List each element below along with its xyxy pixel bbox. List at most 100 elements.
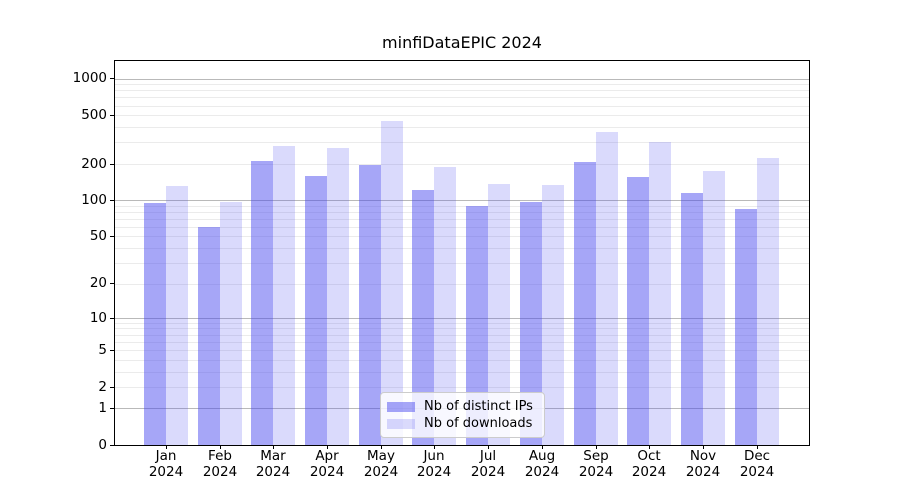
gridline-minor [115, 322, 809, 324]
gridline-minor [115, 334, 809, 336]
y-tick-label: 500 [81, 107, 107, 123]
x-tick-label: Jul 2024 [470, 448, 506, 480]
legend-entry-downloads: Nb of downloads [387, 416, 536, 432]
gridline-major [115, 200, 809, 202]
y-tick [110, 445, 114, 446]
x-tick [542, 445, 543, 449]
gridline-minor [115, 115, 809, 117]
gridline-minor [115, 226, 809, 228]
gridline-minor [115, 349, 809, 351]
gridline-minor [115, 205, 809, 207]
x-tick [488, 445, 489, 449]
y-tick-label: 1000 [72, 70, 107, 86]
bar-downloads-4 [327, 148, 349, 445]
gridline-minor [115, 386, 809, 388]
gridline-minor [115, 341, 809, 343]
y-tick-label: 200 [81, 156, 107, 172]
bar-downloads-7 [488, 184, 511, 445]
y-tick [110, 318, 114, 319]
y-tick [110, 387, 114, 388]
plot-area [114, 60, 810, 446]
bar-downloads-12 [756, 158, 779, 445]
gridline-minor [115, 127, 809, 128]
bar-ips-5 [358, 164, 381, 445]
x-tick [434, 445, 435, 449]
gridline-minor [115, 97, 809, 99]
y-tick-label: 0 [98, 437, 107, 453]
bar-ips-7 [466, 205, 489, 445]
gridline-minor [115, 283, 809, 285]
x-tick-label: May 2024 [363, 448, 399, 480]
x-tick-label: Sep 2024 [578, 448, 614, 480]
x-tick-label: Nov 2024 [685, 448, 721, 480]
gridline-minor [115, 105, 809, 107]
bar-downloads-10 [649, 142, 672, 445]
bar-downloads-11 [703, 170, 726, 445]
bar-downloads-3 [273, 145, 296, 445]
y-tick-label: 5 [98, 342, 107, 358]
bar-ips-4 [305, 176, 327, 445]
legend-label-downloads: Nb of downloads [424, 415, 533, 431]
x-tick-label: Jun 2024 [416, 448, 452, 480]
bar-ips-8 [519, 201, 542, 445]
x-tick [596, 445, 597, 449]
x-tick [757, 445, 758, 449]
bar-downloads-5 [380, 121, 403, 445]
y-tick-label: 100 [81, 192, 107, 208]
bar-downloads-8 [541, 185, 564, 445]
gridline-minor [115, 248, 809, 249]
x-tick-label: Oct 2024 [631, 448, 667, 480]
gridline-minor [115, 84, 809, 85]
legend-label-distinct-ips: Nb of distinct IPs [424, 398, 533, 414]
legend-swatch-downloads-icon [387, 418, 415, 429]
legend-swatch-distinct-ips-icon [387, 401, 415, 412]
bar-ips-9 [573, 161, 596, 445]
y-tick [110, 115, 114, 116]
gridline-minor [115, 262, 809, 264]
gridline-minor [115, 328, 809, 330]
gridline-minor [115, 142, 809, 144]
y-tick [110, 350, 114, 351]
y-tick-label: 1 [98, 400, 107, 416]
y-tick [110, 164, 114, 165]
legend: Nb of distinct IPs Nb of downloads [380, 392, 545, 438]
gridline-major [115, 78, 809, 80]
gridline-minor [115, 218, 809, 220]
chart-title: minfiDataEPIC 2024 [382, 33, 542, 52]
bar-downloads-1 [165, 185, 188, 445]
gridline-minor [115, 90, 809, 92]
bar-downloads-9 [595, 132, 618, 445]
bar-downloads-2 [219, 201, 242, 445]
y-tick [110, 283, 114, 284]
bar-ips-2 [197, 226, 220, 445]
y-tick [110, 78, 114, 79]
y-tick [110, 408, 114, 409]
x-tick-label: Jan 2024 [148, 448, 184, 480]
gridline-minor [115, 163, 809, 165]
x-tick [703, 445, 704, 449]
x-tick [649, 445, 650, 449]
y-tick [110, 200, 114, 201]
x-tick-label: Feb 2024 [202, 448, 238, 480]
bar-downloads-6 [434, 166, 457, 445]
x-tick-label: Aug 2024 [524, 448, 560, 480]
bar-ips-10 [627, 177, 650, 445]
x-tick [273, 445, 274, 449]
y-tick-label: 20 [89, 275, 107, 291]
bar-ips-3 [251, 161, 274, 445]
x-tick-label: Apr 2024 [309, 448, 345, 480]
bar-ips-1 [143, 202, 166, 445]
y-tick-label: 2 [98, 379, 107, 395]
gridline-major [115, 317, 809, 319]
legend-entry-distinct-ips: Nb of distinct IPs [387, 399, 536, 415]
bar-ips-6 [412, 189, 435, 445]
gridline-minor [115, 236, 809, 238]
x-tick [327, 445, 328, 449]
x-tick-label: Mar 2024 [255, 448, 291, 480]
gridline-minor [115, 371, 809, 373]
gridline-minor [115, 211, 809, 213]
x-tick-label: Dec 2024 [739, 448, 775, 480]
y-tick-label: 50 [89, 228, 107, 244]
x-tick [166, 445, 167, 449]
